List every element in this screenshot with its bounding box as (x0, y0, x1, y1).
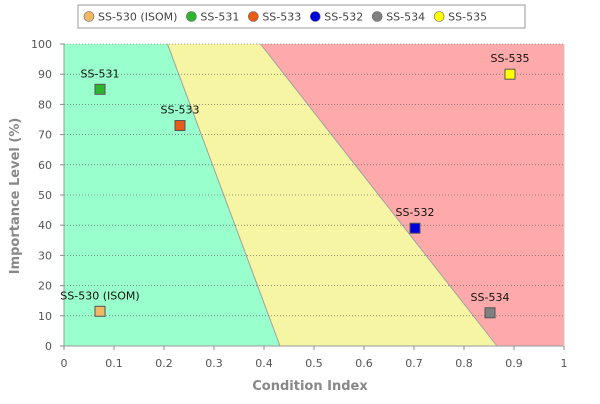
legend-label: SS-532 (324, 11, 363, 24)
data-point (504, 68, 516, 80)
data-label: SS-533 (161, 104, 200, 117)
legend-marker (433, 11, 445, 22)
legend-label: SS-530 (ISOM) (98, 11, 177, 24)
data-point (94, 305, 106, 317)
legend-label: SS-534 (386, 11, 425, 24)
y-tick-label: 0 (45, 340, 52, 353)
legend-label: SS-531 (200, 11, 239, 24)
y-tick-label: 80 (38, 98, 52, 111)
data-label: SS-534 (471, 291, 510, 304)
x-tick-label: 0.8 (455, 357, 473, 370)
y-tick-label: 10 (38, 310, 52, 323)
legend-marker (309, 11, 321, 22)
x-tick-label: 1 (561, 357, 568, 370)
x-tick-label: 0.1 (105, 357, 123, 370)
x-tick-label: 0.5 (305, 357, 323, 370)
x-tick-label: 0.6 (355, 357, 373, 370)
y-tick-label: 20 (38, 280, 52, 293)
x-tick-label: 0.2 (155, 357, 173, 370)
data-point (174, 120, 186, 132)
legend-box (77, 4, 526, 29)
grid-layer (64, 43, 564, 317)
y-axis-title: Importance Level (%) (8, 118, 23, 275)
y-tick-label: 90 (38, 68, 52, 81)
x-axis-title: Condition Index (252, 379, 368, 394)
data-label: SS-530 (ISOM) (60, 289, 139, 302)
y-tick-label: 40 (38, 219, 52, 232)
points-layer: SS-530 (ISOM) SS-531 SS-533 SS-532 SS-534 SS-… (60, 52, 530, 319)
x-tick-label: 0.3 (205, 357, 223, 370)
y-tick-label: 70 (38, 129, 52, 142)
y-tick-label: 100 (31, 38, 52, 51)
x-tick-label: 0.7 (405, 357, 423, 370)
legend-label: SS-533 (262, 11, 301, 24)
zone-boundary-2 (260, 43, 498, 347)
axes-layer: 0 10 20 30 40 50 60 70 80 90 100 0 0.1 0.2 0.3 0.4 0.5 0.… (31, 38, 568, 370)
data-point (409, 222, 421, 234)
x-tick-label: 0.9 (505, 357, 523, 370)
legend-marker (186, 11, 197, 22)
data-label: SS-535 (491, 52, 530, 65)
legend-marker (248, 11, 259, 22)
x-tick-label: 0.4 (255, 357, 273, 370)
data-point (484, 307, 496, 319)
data-point (94, 83, 106, 95)
legend-marker (83, 11, 95, 22)
legend-label: SS-535 (448, 11, 487, 24)
legend-marker (371, 11, 383, 22)
y-tick-label: 50 (38, 189, 52, 202)
y-tick-label: 30 (38, 249, 52, 262)
data-label: SS-531 (81, 67, 120, 80)
legend: SS-530 (ISOM) SS-531 SS-533 SS-532 SS-534 SS-… (77, 4, 526, 29)
y-tick-label: 60 (38, 159, 52, 172)
data-label: SS-532 (396, 206, 435, 219)
x-tick-label: 0 (61, 357, 68, 370)
